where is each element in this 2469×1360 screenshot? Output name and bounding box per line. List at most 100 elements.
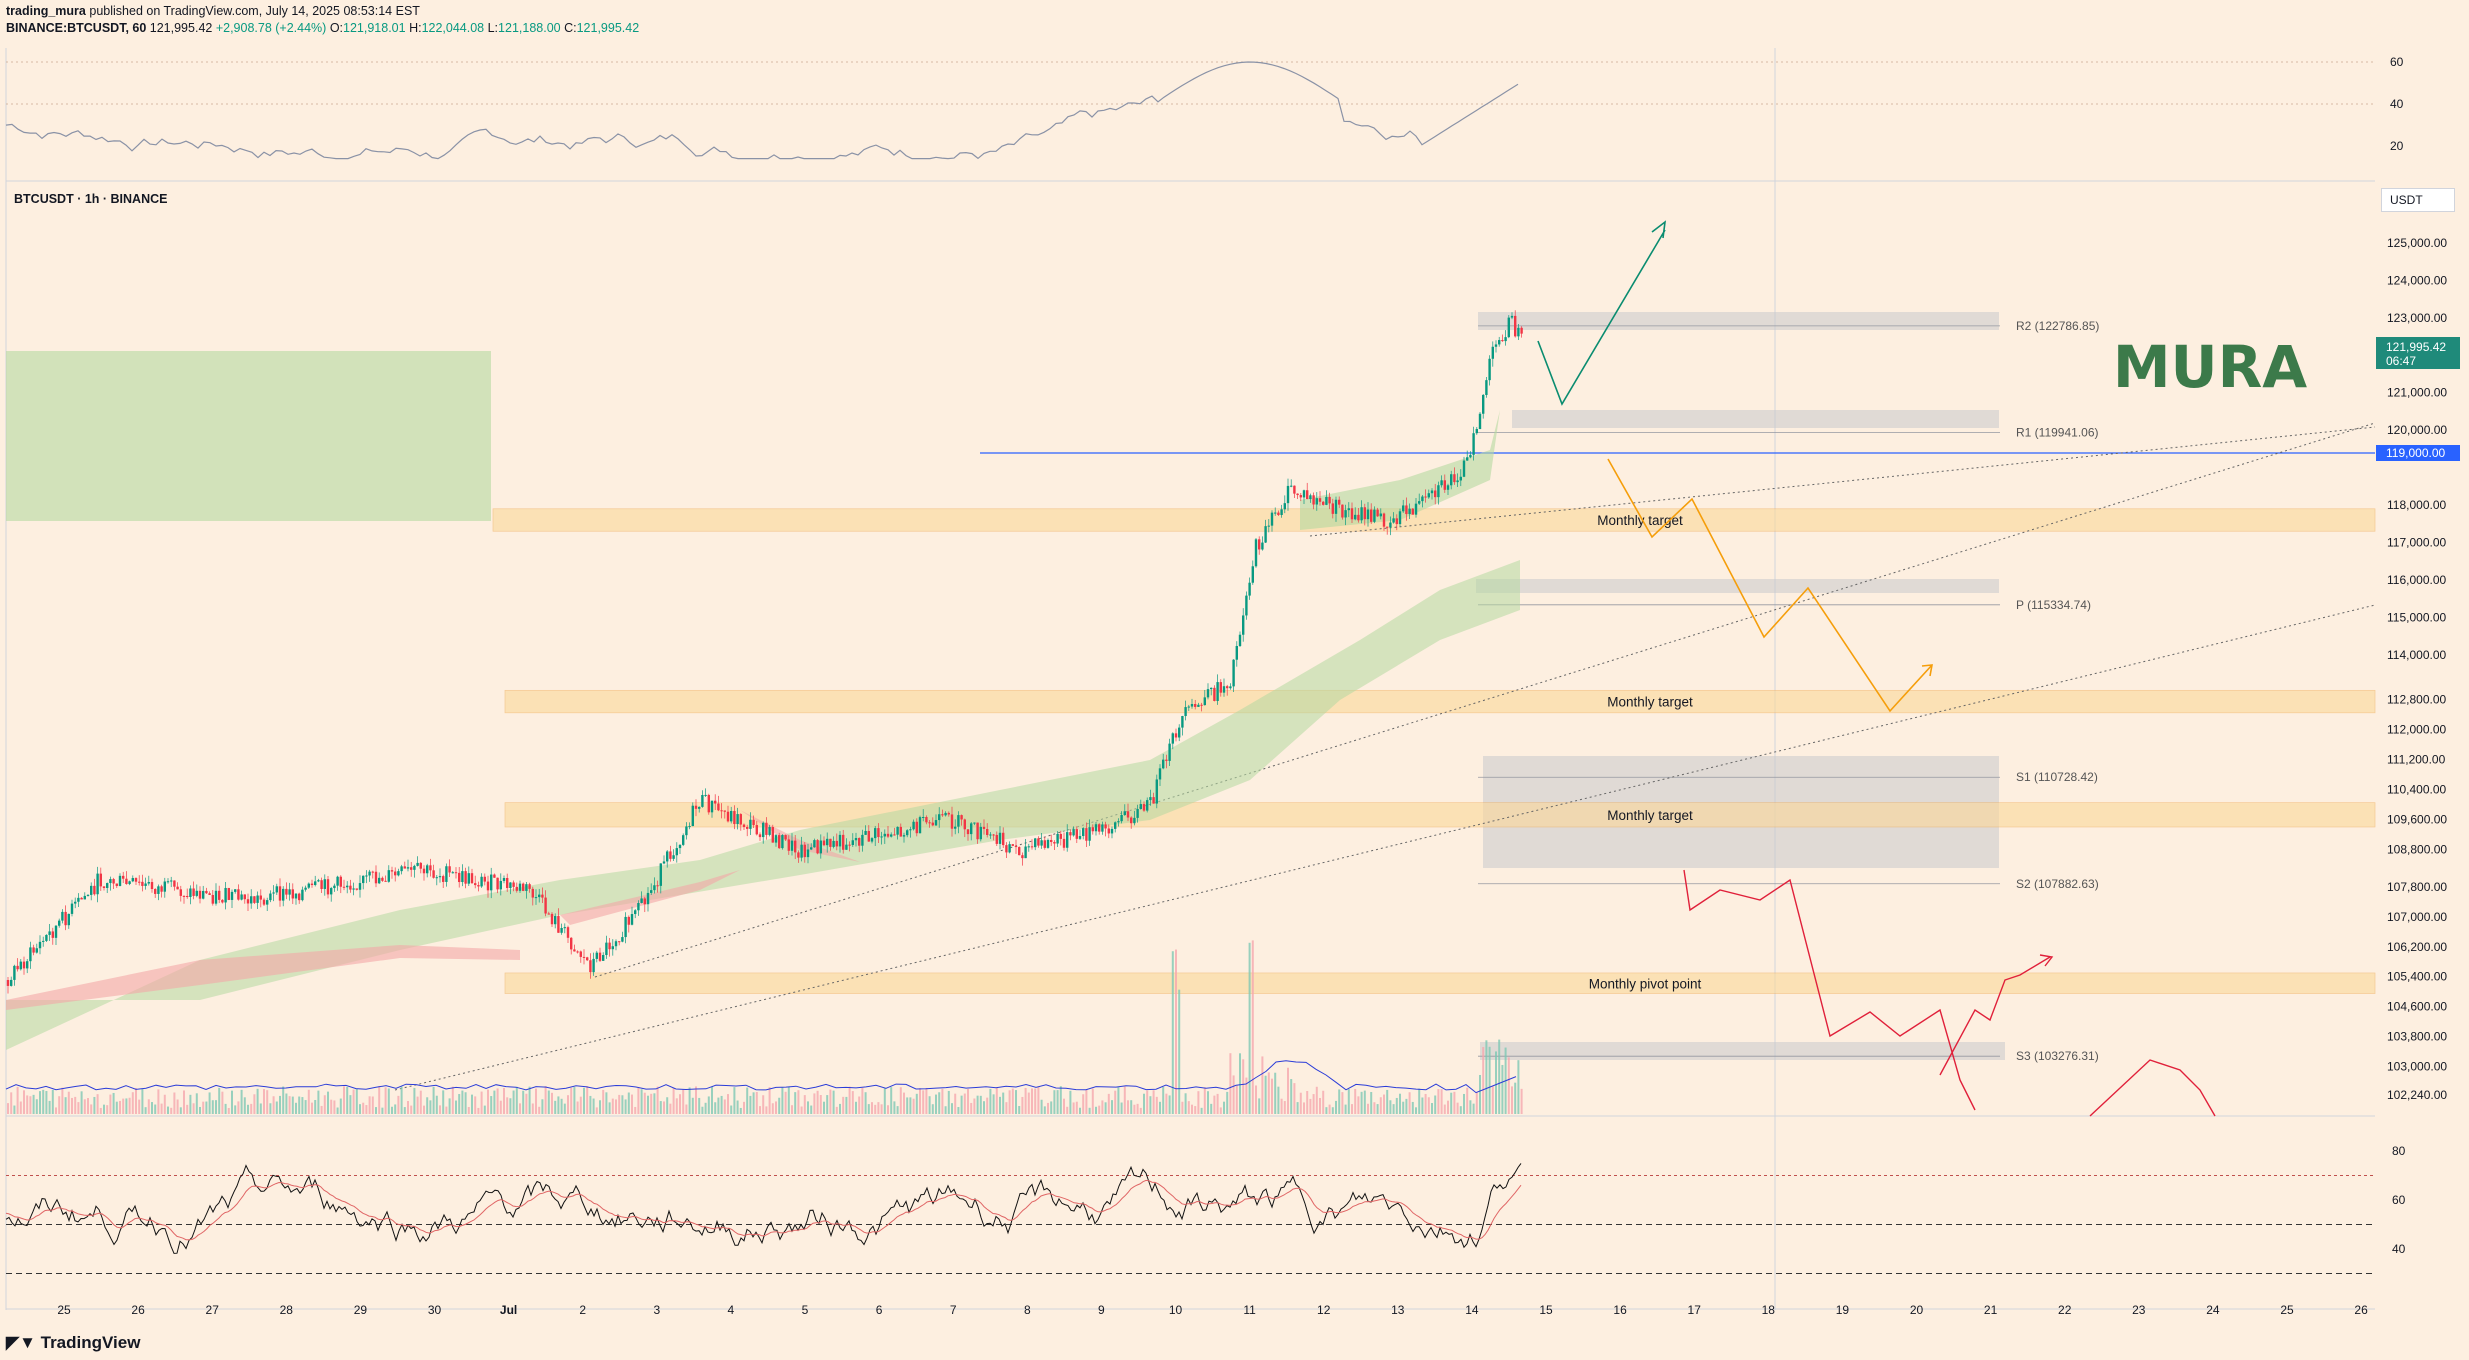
- volume-bar: [435, 1095, 438, 1114]
- candle-body: [714, 800, 717, 804]
- scenario-bullish-arrowhead: [1651, 220, 1667, 239]
- price-axis-label: 121,000.00: [2387, 386, 2447, 400]
- candle-body: [1050, 839, 1053, 843]
- volume-bar: [279, 1095, 281, 1114]
- rsi-line: [5, 1163, 1522, 1254]
- candle-body: [96, 873, 99, 895]
- volume-bar: [467, 1106, 470, 1114]
- volume-bar: [1203, 1087, 1206, 1114]
- volume-bar: [595, 1107, 598, 1114]
- volume-bar: [810, 1105, 813, 1114]
- volume-bar: [387, 1088, 390, 1114]
- candle-body: [1504, 337, 1507, 342]
- price-axis-label: 103,800.00: [2387, 1030, 2447, 1044]
- volume-bar: [253, 1094, 256, 1114]
- currency-button[interactable]: USDT: [2381, 188, 2455, 212]
- time-axis-label: 3: [653, 1303, 660, 1317]
- candle-body: [1386, 526, 1389, 528]
- volume-bar: [1351, 1104, 1353, 1114]
- volume-bar: [1367, 1103, 1369, 1114]
- candle-body: [1379, 513, 1382, 517]
- pivot-zone: [1478, 312, 1999, 330]
- time-axis-label: 30: [428, 1303, 442, 1317]
- candle-body: [1091, 827, 1094, 832]
- candle-body: [1315, 498, 1318, 505]
- volume-bar: [887, 1105, 889, 1114]
- volume-bar: [298, 1096, 301, 1114]
- volume-bar: [125, 1098, 128, 1114]
- volume-bar: [675, 1098, 678, 1114]
- volume-bar: [1373, 1102, 1376, 1114]
- candle-body: [995, 834, 998, 844]
- volume-bar: [663, 1101, 665, 1114]
- volume-bar: [119, 1100, 121, 1114]
- candle-body: [1235, 645, 1238, 660]
- volume-bar: [1360, 1091, 1363, 1114]
- candle-body: [1424, 496, 1427, 498]
- volume-bar: [29, 1096, 32, 1114]
- candle-body: [1462, 460, 1466, 477]
- volume-bar: [1159, 1101, 1161, 1114]
- candle-body: [99, 873, 102, 887]
- volume-bar: [979, 1095, 982, 1114]
- volume-bar: [215, 1100, 217, 1114]
- candle-body: [915, 821, 918, 834]
- candle-body: [1168, 743, 1171, 761]
- candle-body: [1002, 832, 1005, 846]
- volume-bar: [1015, 1090, 1017, 1114]
- volume-bar: [666, 1097, 669, 1114]
- candle-body: [365, 875, 368, 877]
- candle-body: [186, 895, 189, 898]
- candle-body: [1277, 512, 1280, 515]
- candle-body: [634, 910, 637, 915]
- volume-bar: [992, 1094, 995, 1114]
- volume-bar: [1520, 1088, 1523, 1114]
- monthly-zone: [504, 972, 2376, 994]
- volume-bar: [1075, 1101, 1078, 1114]
- volume-bar: [1091, 1088, 1094, 1114]
- price-axis-label: 125,000.00: [2387, 236, 2447, 250]
- volume-bar: [1034, 1088, 1037, 1114]
- time-axis-label: 25: [57, 1303, 71, 1317]
- candle-body: [400, 866, 403, 872]
- candle-body: [784, 835, 787, 840]
- price-axis-label: 108,800.00: [2387, 842, 2447, 856]
- pivot-label: S1 (110728.42): [2016, 770, 2098, 784]
- volume-bar: [381, 1107, 384, 1114]
- time-axis-label: 23: [2132, 1303, 2146, 1317]
- candle-body: [947, 812, 950, 815]
- top-panel-axis-label: 20: [2390, 139, 2404, 153]
- volume-bar: [1072, 1102, 1075, 1114]
- candle-body: [384, 880, 387, 882]
- candle-body: [509, 882, 512, 889]
- candle-body: [1488, 358, 1491, 381]
- volume-bar: [464, 1092, 467, 1114]
- volume-bar: [83, 1099, 86, 1114]
- volume-bar: [947, 1090, 950, 1114]
- candle-body: [675, 848, 678, 856]
- tradingview-logo[interactable]: ◤▼ TradingView: [6, 1333, 140, 1353]
- volume-bar: [1338, 1089, 1341, 1114]
- candle-body: [1053, 842, 1056, 844]
- candle-body: [19, 961, 22, 970]
- time-axis-label: 28: [280, 1303, 294, 1317]
- candle-body: [1114, 822, 1117, 829]
- candle-body: [931, 822, 934, 826]
- candle-body: [1440, 480, 1443, 486]
- monthly-zone: [504, 802, 2376, 828]
- candle-body: [246, 899, 250, 904]
- candle-body: [698, 806, 701, 809]
- candle-body: [1046, 839, 1050, 848]
- volume-bar: [227, 1107, 230, 1114]
- volume-bar: [496, 1088, 499, 1114]
- candle-body: [963, 819, 966, 830]
- candle-body: [573, 949, 576, 952]
- monthly-zone-label: Monthly target: [1607, 808, 1693, 823]
- volume-bar: [1111, 1100, 1113, 1114]
- volume-bar: [1431, 1103, 1433, 1114]
- candle-body: [317, 880, 320, 882]
- volume-bar: [1267, 1072, 1270, 1114]
- candle-body: [928, 822, 931, 824]
- high-value: 122,044.08: [421, 21, 485, 35]
